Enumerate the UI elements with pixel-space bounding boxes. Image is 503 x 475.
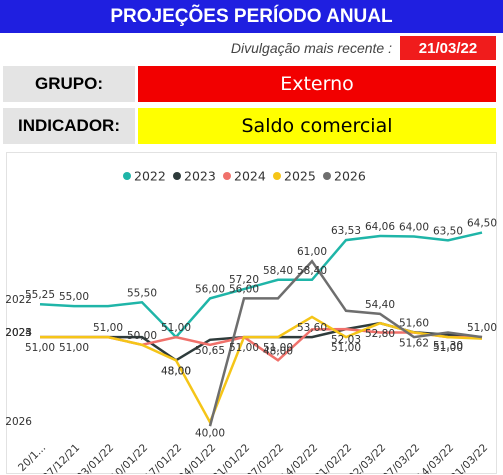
series-name-label: 2024: [6, 327, 32, 339]
data-label: 64,50: [467, 218, 497, 230]
series-line: [40, 315, 483, 426]
data-label: 51,00: [229, 342, 259, 354]
series-name-label: 2022: [6, 294, 32, 306]
release-label: Divulgação mais recente :: [230, 40, 392, 56]
data-label: 61,00: [297, 246, 327, 258]
filter-label: INDICADOR:: [3, 108, 135, 144]
data-label: 51,00: [25, 342, 55, 354]
series-line: [39, 231, 483, 339]
data-label: 64,00: [399, 221, 429, 233]
series-name-label: 2025: [6, 327, 32, 339]
legend-marker: [123, 172, 131, 180]
legend-label: 2022: [134, 169, 166, 184]
data-label: 64,06: [365, 221, 395, 233]
data-label: 50,65: [195, 345, 225, 357]
data-label: 63,50: [433, 225, 463, 237]
legend-label: 2026: [334, 169, 366, 184]
filter-value[interactable]: Saldo comercial: [138, 108, 496, 144]
legend-marker: [173, 172, 181, 180]
series-name-label: 2026: [6, 416, 32, 428]
data-label: 55,25: [25, 289, 55, 301]
data-label: 63,53: [331, 225, 361, 237]
chart-panel: [6, 152, 497, 474]
data-label: 51,00: [331, 342, 361, 354]
legend-label: 2024: [234, 169, 266, 184]
release-date: 21/03/22: [400, 36, 496, 60]
data-label: 51,00: [263, 342, 293, 354]
data-label: 58,40: [297, 265, 327, 277]
title: PROJEÇÕES PERÍODO ANUAL: [0, 0, 503, 33]
data-label: 57,20: [229, 274, 259, 286]
data-label: 54,40: [365, 299, 395, 311]
data-label: 55,00: [59, 291, 89, 303]
series-line: [208, 259, 483, 427]
legend-label: 2023: [184, 169, 216, 184]
chart: 2022 2023 2024 2025 202620/1...27/12/2103/01…: [6, 152, 497, 474]
data-label: 58,40: [263, 265, 293, 277]
filter-label: GRUPO:: [3, 66, 135, 102]
data-label: 48,00: [161, 365, 191, 377]
data-label: 40,00: [195, 427, 225, 439]
data-label: 55,50: [127, 287, 157, 299]
data-label: 48,00: [161, 365, 191, 377]
legend-marker: [223, 172, 231, 180]
data-label: 51,00: [93, 322, 123, 334]
data-label: 51,00: [467, 322, 497, 334]
data-label: 51,60: [399, 317, 429, 329]
series-name-label: 2023: [6, 327, 32, 339]
data-label: 53,60: [297, 322, 327, 334]
data-label: 48,00: [263, 345, 293, 357]
data-label: 56,00: [195, 283, 225, 295]
data-label: 56,00: [229, 283, 259, 295]
data-label: 50,00: [127, 330, 157, 342]
legend-label: 2025: [284, 169, 316, 184]
legend-marker: [273, 172, 281, 180]
data-label: 52,03: [331, 334, 361, 346]
data-label: 51,00: [161, 322, 191, 334]
data-label: 51,30: [433, 340, 463, 352]
filter-value[interactable]: Externo: [138, 66, 496, 102]
data-label: 52,80: [365, 328, 395, 340]
data-label: 51,62: [399, 337, 429, 349]
legend-marker: [323, 172, 331, 180]
data-label: 51,00: [433, 342, 463, 354]
data-label: 51,00: [59, 342, 89, 354]
